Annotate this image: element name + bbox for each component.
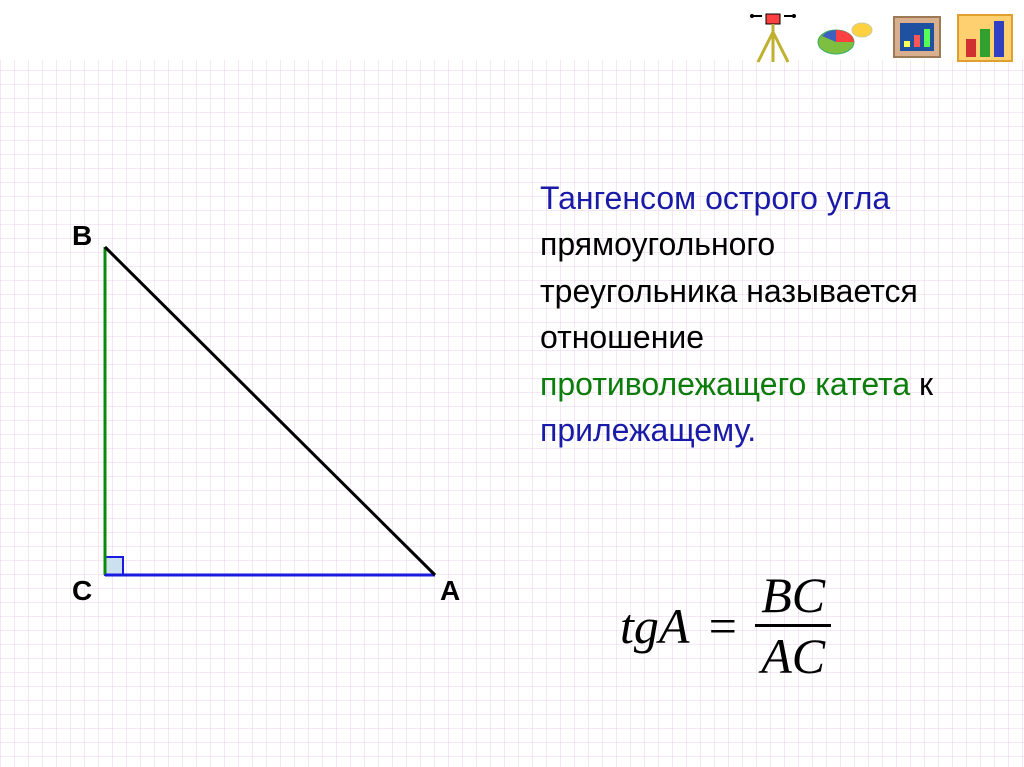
formula-denominator: AC	[755, 627, 831, 681]
def-seg-2: противолежащего катета	[540, 366, 910, 402]
slide-page: B C A Тангенсом острого угла прямоугольн…	[0, 0, 1024, 767]
formula: tgA = BC AC	[620, 570, 831, 681]
formula-fraction: BC AC	[755, 570, 831, 681]
right-angle-marker	[105, 557, 123, 575]
vertex-label-A: A	[440, 575, 460, 607]
vertex-label-B: B	[72, 220, 92, 252]
def-seg-0: Тангенсом острого угла	[540, 180, 890, 216]
edge-AB	[105, 247, 435, 575]
vertex-label-C: C	[72, 575, 92, 607]
formula-eq: =	[705, 597, 739, 655]
definition-text: Тангенсом острого угла прямоугольного тр…	[540, 175, 970, 453]
def-seg-5: .	[747, 412, 756, 448]
def-seg-4: прилежащему	[540, 412, 747, 448]
formula-lhs: tgA	[620, 597, 689, 655]
def-seg-1: прямоугольного треугольника называется о…	[540, 226, 918, 355]
formula-numerator: BC	[755, 570, 831, 627]
def-seg-3: к	[910, 366, 933, 402]
